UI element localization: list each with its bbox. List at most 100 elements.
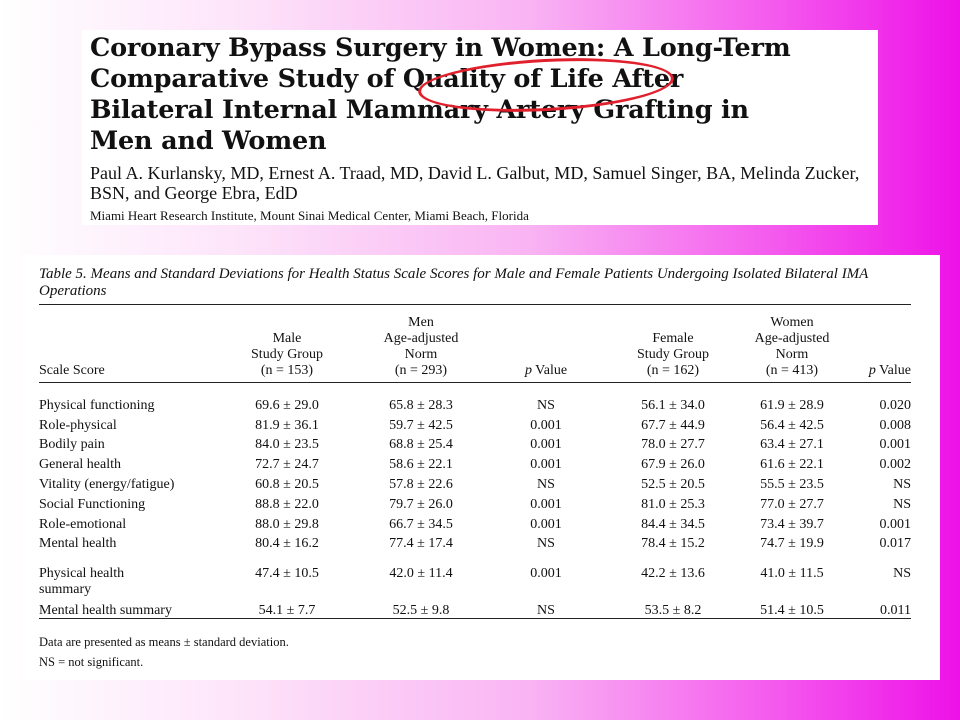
table-cell: 84.0 ± 23.5 bbox=[255, 437, 319, 453]
column-header: Male Study Group (n = 153) bbox=[251, 331, 323, 378]
table-row: Social Functioning 88.8 ± 22.0 79.7 ± 26.0… bbox=[39, 495, 911, 515]
table-cell: 65.8 ± 28.3 bbox=[389, 397, 453, 413]
table-cell: 61.9 ± 28.9 bbox=[760, 397, 824, 413]
table-cell: 57.8 ± 22.6 bbox=[389, 477, 453, 493]
table-cell: 67.7 ± 44.9 bbox=[641, 417, 705, 433]
table-header-row: Scale Score Male Study Group (n = 153) M… bbox=[39, 315, 911, 384]
table-row: Role-emotional 88.0 ± 29.8 66.7 ± 34.5 0.00… bbox=[39, 515, 911, 535]
table-cell: 53.5 ± 8.2 bbox=[644, 603, 702, 619]
row-label: Physical health summary bbox=[39, 566, 125, 598]
table-cell: 47.4 ± 10.5 bbox=[255, 566, 319, 582]
p-value-header: p Value bbox=[524, 363, 568, 378]
table-row: Role-physical 81.9 ± 36.1 59.7 ± 42.5 0.001… bbox=[39, 416, 911, 436]
row-label: Bodily pain bbox=[39, 437, 105, 453]
footnote: NS = not significant. bbox=[39, 655, 144, 669]
health-status-table: Scale Score Male Study Group (n = 153) M… bbox=[39, 315, 911, 621]
table-cell: 42.0 ± 11.4 bbox=[389, 566, 453, 582]
table-cell: 56.1 ± 34.0 bbox=[641, 397, 705, 413]
table-cell: 88.8 ± 22.0 bbox=[255, 496, 319, 512]
table-cell: NS bbox=[537, 536, 555, 552]
paper-header: Coronary Bypass Surgery in Women: A Long… bbox=[82, 30, 878, 225]
table-cell: 51.4 ± 10.5 bbox=[760, 603, 824, 619]
table-cell: 54.1 ± 7.7 bbox=[258, 603, 316, 619]
table-cell: NS bbox=[893, 496, 911, 512]
footnote: Data are presented as means ± standard d… bbox=[39, 635, 289, 649]
table-cell: 77.0 ± 27.7 bbox=[760, 496, 824, 512]
table-cell: 0.002 bbox=[879, 457, 912, 473]
table-row: Vitality (energy/fatigue) 60.8 ± 20.5 57.8… bbox=[39, 475, 911, 495]
paper-title: Coronary Bypass Surgery in Women: A Long… bbox=[90, 33, 791, 156]
table-cell: 0.008 bbox=[879, 417, 912, 433]
table-cell: 77.4 ± 17.4 bbox=[389, 536, 453, 552]
row-label: Mental health summary bbox=[39, 603, 172, 619]
table-cell: 81.9 ± 36.1 bbox=[255, 417, 319, 433]
table-cell: 0.020 bbox=[879, 397, 912, 413]
table-cell: 0.001 bbox=[879, 437, 912, 453]
table-cell: 63.4 ± 27.1 bbox=[760, 437, 824, 453]
column-header: p Value bbox=[868, 363, 911, 378]
table-cell: 0.001 bbox=[530, 457, 562, 473]
table-cell: 42.2 ± 13.6 bbox=[641, 566, 705, 582]
table-cell: 68.8 ± 25.4 bbox=[389, 437, 453, 453]
table-row: Mental health summary 54.1 ± 7.7 52.5 ± 9.… bbox=[39, 601, 911, 621]
table-cell: 0.017 bbox=[879, 536, 912, 552]
table-cell: 52.5 ± 9.8 bbox=[392, 603, 450, 619]
table-cell: 0.011 bbox=[880, 603, 911, 619]
table-cell: 66.7 ± 34.5 bbox=[389, 516, 453, 532]
table-caption: Table 5. Means and Standard Deviations f… bbox=[39, 266, 869, 299]
table-cell: 0.001 bbox=[530, 566, 562, 582]
table-cell: 84.4 ± 34.5 bbox=[641, 516, 705, 532]
table-cell: NS bbox=[537, 397, 555, 413]
table-row: General health 72.7 ± 24.7 58.6 ± 22.1 0.00… bbox=[39, 455, 911, 475]
table-cell: 73.4 ± 39.7 bbox=[760, 516, 824, 532]
table-cell: NS bbox=[893, 477, 911, 493]
table-cell: 0.001 bbox=[879, 516, 912, 532]
table-cell: 79.7 ± 26.0 bbox=[389, 496, 453, 512]
table-cell: 61.6 ± 22.1 bbox=[760, 457, 824, 473]
column-header: Women Age-adjusted Norm (n = 413) bbox=[754, 315, 830, 378]
row-label: Social Functioning bbox=[39, 496, 146, 512]
table-cell: 0.001 bbox=[530, 496, 562, 512]
row-label: General health bbox=[39, 457, 122, 473]
table-cell: 52.5 ± 20.5 bbox=[641, 477, 705, 493]
table-row: Mental health 80.4 ± 16.2 77.4 ± 17.4 NS 78.… bbox=[39, 535, 911, 555]
row-label: Mental health bbox=[39, 536, 117, 552]
table-cell: 41.0 ± 11.5 bbox=[760, 566, 824, 582]
table-footnotes: Data are presented as means ± standard d… bbox=[39, 632, 289, 672]
table-panel: Table 5. Means and Standard Deviations f… bbox=[22, 255, 940, 680]
table-row: Bodily pain 84.0 ± 23.5 68.8 ± 25.4 0.001 78… bbox=[39, 436, 911, 456]
column-header: Scale Score bbox=[39, 363, 105, 378]
table-bottom-rule bbox=[39, 618, 911, 619]
table-top-rule bbox=[39, 304, 911, 305]
table-cell: 56.4 ± 42.5 bbox=[760, 417, 824, 433]
table-cell: 72.7 ± 24.7 bbox=[255, 457, 319, 473]
paper-affiliation: Miami Heart Research Institute, Mount Si… bbox=[90, 208, 529, 223]
column-header: Female Study Group (n = 162) bbox=[637, 331, 709, 378]
table-cell: 78.4 ± 15.2 bbox=[641, 536, 705, 552]
table-cell: 67.9 ± 26.0 bbox=[641, 457, 705, 473]
table-cell: 55.5 ± 23.5 bbox=[760, 477, 824, 493]
table-row: Physical health summary 47.4 ± 10.5 42.0 ±… bbox=[39, 566, 911, 601]
row-spacer bbox=[39, 554, 911, 566]
table-cell: NS bbox=[893, 566, 911, 582]
table-cell: 0.001 bbox=[530, 516, 562, 532]
table-cell: 74.7 ± 19.9 bbox=[760, 536, 824, 552]
column-header: p Value bbox=[485, 315, 607, 384]
table-cell: 80.4 ± 16.2 bbox=[255, 536, 319, 552]
paper-authors: Paul A. Kurlansky, MD, Ernest A. Traad, … bbox=[90, 163, 860, 203]
table-cell: 60.8 ± 20.5 bbox=[255, 477, 319, 493]
table-cell: 69.6 ± 29.0 bbox=[255, 397, 319, 413]
table-cell: 88.0 ± 29.8 bbox=[255, 516, 319, 532]
table-cell: 81.0 ± 25.3 bbox=[641, 496, 705, 512]
row-label: Role-emotional bbox=[39, 516, 127, 532]
row-label: Role-physical bbox=[39, 417, 117, 433]
row-label: Vitality (energy/fatigue) bbox=[39, 477, 175, 493]
table-cell: 58.6 ± 22.1 bbox=[389, 457, 453, 473]
table-cell: NS bbox=[537, 477, 555, 493]
table-cell: NS bbox=[537, 603, 555, 619]
table-header-rule bbox=[39, 382, 911, 383]
table-cell: 0.001 bbox=[530, 417, 562, 433]
table-cell: 59.7 ± 42.5 bbox=[389, 417, 453, 433]
table-row: Physical functioning 69.6 ± 29.0 65.8 ± 28… bbox=[39, 384, 911, 416]
table-cell: 0.001 bbox=[530, 437, 562, 453]
